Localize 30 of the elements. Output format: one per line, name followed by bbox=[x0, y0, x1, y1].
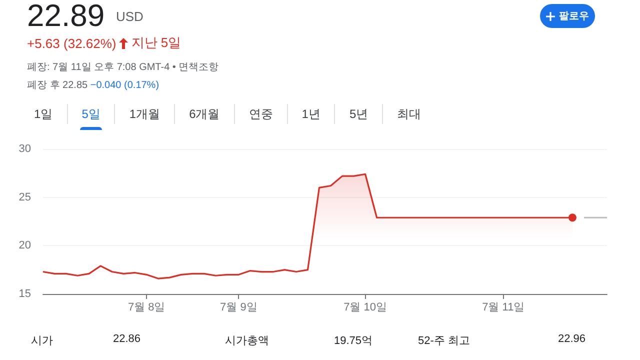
text: 1개월 bbox=[114, 104, 174, 124]
text: 1일 bbox=[33, 106, 54, 123]
text: 22.86 bbox=[113, 333, 141, 345]
text: USD bbox=[116, 9, 144, 24]
text: 1년 bbox=[286, 104, 334, 124]
x-tick-label: 7월 10일 bbox=[344, 302, 387, 314]
y-tick-label: 25 bbox=[18, 191, 31, 204]
text: 6개월 bbox=[174, 104, 234, 124]
text: 22.96 bbox=[558, 333, 586, 345]
text: 5일 bbox=[66, 104, 114, 124]
text: 19.75억 bbox=[334, 334, 373, 348]
x-tick-label: 7월 8일 bbox=[128, 302, 166, 314]
text: 5년 bbox=[334, 104, 382, 124]
chart-title: 22.89 bbox=[27, 0, 105, 33]
text: 52-주 최고 bbox=[418, 334, 470, 348]
x-tick-label: 7월 11일 bbox=[482, 302, 525, 314]
text: 최대 bbox=[382, 104, 436, 124]
y-tick-label: 15 bbox=[18, 288, 31, 300]
text: +5.63 (32.62%) bbox=[27, 36, 116, 50]
text: 팔로우 bbox=[559, 10, 589, 23]
text: 연중 bbox=[234, 104, 287, 124]
text: 시가총액 bbox=[225, 334, 269, 348]
y-tick-label: 20 bbox=[18, 240, 31, 252]
x-tick-label: 7월 9일 bbox=[220, 302, 258, 314]
y-tick-label: 30 bbox=[18, 143, 31, 155]
text: 폐장: 7월 11일 오후 7:08 GMT-4 • 면책조항 bbox=[27, 61, 219, 74]
text: 지난 5일 bbox=[131, 34, 182, 52]
text: 시가 bbox=[31, 334, 53, 348]
text: −0.040 (0.17%) bbox=[90, 80, 160, 91]
text: 폐장 후 22.85 bbox=[27, 80, 88, 91]
